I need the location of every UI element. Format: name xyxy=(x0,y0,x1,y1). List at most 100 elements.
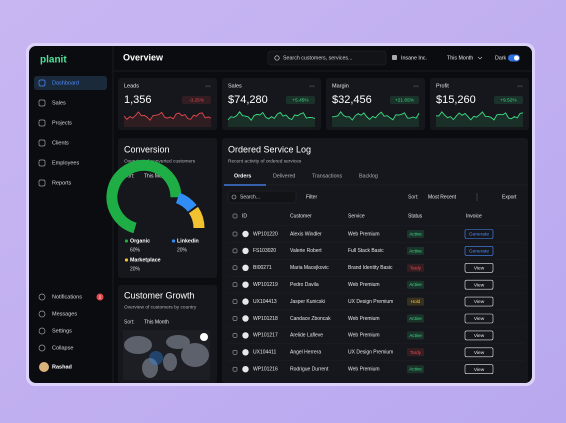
kpi-value: 1,356 xyxy=(124,94,152,106)
menu-item[interactable]: Employees xyxy=(52,160,79,166)
order-id: BI00271 xyxy=(253,265,272,271)
service-icon xyxy=(242,281,249,288)
map-land xyxy=(181,343,209,367)
user-name[interactable]: Rashad xyxy=(52,364,72,370)
invoice-button[interactable] xyxy=(464,347,494,358)
invoice-button[interactable] xyxy=(464,246,494,256)
card-title: Conversion xyxy=(124,144,170,154)
menu-icon xyxy=(38,99,46,107)
service-name: Web Premium xyxy=(348,367,380,373)
toggle-knob xyxy=(514,55,519,61)
table-search[interactable] xyxy=(227,190,297,204)
service-name: UX Design Premium xyxy=(348,299,393,305)
map-land xyxy=(163,353,177,371)
status-pill xyxy=(407,365,424,374)
export-button[interactable]: Export xyxy=(502,194,517,200)
checkbox[interactable] xyxy=(232,299,238,304)
menu-item[interactable]: Clients xyxy=(52,140,69,146)
checkbox[interactable] xyxy=(232,333,238,338)
column-header: ID xyxy=(242,213,247,219)
more-menu[interactable]: … xyxy=(413,83,419,89)
checkbox[interactable] xyxy=(232,366,238,372)
menu-item[interactable]: Notifications xyxy=(52,294,82,300)
period-selector[interactable]: This Month xyxy=(447,55,473,61)
more-menu[interactable]: … xyxy=(309,83,315,89)
checkbox[interactable] xyxy=(232,248,238,254)
filter-button[interactable]: Filter xyxy=(306,194,317,200)
card-title: Customer Growth xyxy=(124,290,195,300)
change-pill xyxy=(390,96,419,104)
more-menu[interactable]: … xyxy=(205,83,211,89)
sort-label: Sort: xyxy=(124,319,135,325)
column-header: Status xyxy=(408,213,423,219)
invoice-button[interactable] xyxy=(464,279,494,290)
menu-item[interactable]: Settings xyxy=(52,328,72,334)
invoice-button[interactable] xyxy=(464,262,494,273)
service-name: Web Premium xyxy=(348,333,380,339)
invoice-label: View xyxy=(474,350,485,356)
invoice-label: Generate xyxy=(469,248,489,254)
service-name: Web Premium xyxy=(348,231,380,237)
tab[interactable]: Delivered xyxy=(273,173,295,179)
badge xyxy=(96,293,104,301)
sort-selector[interactable]: This Month xyxy=(144,173,169,179)
checkbox[interactable] xyxy=(232,213,238,219)
invoice-button[interactable] xyxy=(464,364,494,375)
sort-selector[interactable]: This Month xyxy=(144,319,169,325)
invoice-button[interactable] xyxy=(464,313,494,324)
checkbox[interactable] xyxy=(232,231,238,237)
invoice-button[interactable] xyxy=(464,296,494,307)
sparkline xyxy=(123,111,212,121)
customer-name: Alexis Windler xyxy=(290,231,322,237)
legend-dot xyxy=(124,239,129,243)
menu-icon xyxy=(38,327,46,335)
menu-item[interactable]: Sales xyxy=(52,100,66,106)
service-name: Brand Identity Basic xyxy=(348,265,393,271)
invoice-button[interactable] xyxy=(464,330,494,341)
map-land xyxy=(142,358,158,378)
menu-icon xyxy=(38,119,46,127)
status-pill xyxy=(407,280,424,289)
invoice-button[interactable] xyxy=(464,229,494,239)
org-selector[interactable]: Insane Inc. xyxy=(401,55,427,61)
tab[interactable]: Backlog xyxy=(359,173,378,179)
invoice-label: Generate xyxy=(469,232,489,238)
card-subtitle: Recent activity of ordered services xyxy=(228,158,302,164)
service-icon xyxy=(242,366,249,373)
status-pill xyxy=(407,348,424,357)
sort-selector[interactable]: Most Recent xyxy=(428,194,457,200)
checkbox[interactable] xyxy=(232,265,238,271)
status: Tardy xyxy=(410,265,422,270)
more-menu[interactable]: … xyxy=(517,83,523,89)
search-box[interactable] xyxy=(267,50,387,66)
service-icon xyxy=(242,332,249,339)
kpi-change: +21.65% xyxy=(395,98,415,104)
menu-item[interactable]: Reports xyxy=(52,180,72,186)
checkbox[interactable] xyxy=(232,316,238,321)
menu-icon xyxy=(38,79,46,87)
order-id: WP101217 xyxy=(253,333,278,339)
gauge-segment xyxy=(188,206,205,229)
menu-item[interactable]: Projects xyxy=(52,120,72,126)
menu-item[interactable]: Collapse xyxy=(52,345,73,351)
menu-icon xyxy=(38,179,46,187)
tab[interactable]: Orders xyxy=(234,173,251,179)
status: Active xyxy=(409,333,422,338)
menu-icon xyxy=(38,159,46,167)
checkbox[interactable] xyxy=(232,350,238,355)
checkbox[interactable] xyxy=(232,282,238,287)
order-id: UX104411 xyxy=(253,350,276,356)
search-icon xyxy=(231,194,237,200)
column-header: Service xyxy=(348,213,365,219)
service-name: Web Premium xyxy=(348,282,380,288)
invoice-label: View xyxy=(474,367,485,373)
menu-item[interactable]: Dashboard xyxy=(52,80,79,86)
kpi-value: $15,260 xyxy=(436,94,476,106)
map-zoom[interactable] xyxy=(200,333,208,341)
tab[interactable]: Transactions xyxy=(312,173,342,179)
menu-item[interactable]: Messages xyxy=(52,311,77,317)
invoice-label: View xyxy=(474,333,485,339)
kpi-value: $74,280 xyxy=(228,94,268,106)
kpi-value: $32,456 xyxy=(332,94,372,106)
